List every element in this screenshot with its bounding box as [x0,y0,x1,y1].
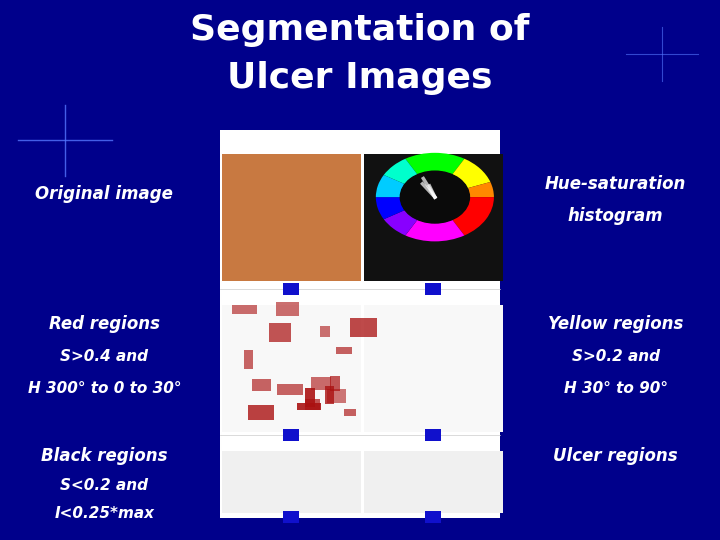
Bar [222,451,361,513]
Wedge shape [405,220,464,241]
Bar [425,429,441,441]
Wedge shape [452,159,490,188]
Text: Black regions: Black regions [41,447,168,465]
Bar [222,154,361,281]
Bar [350,318,377,336]
Bar [320,326,330,337]
Bar [336,347,352,354]
Text: I<0.25*max: I<0.25*max [55,505,154,521]
Bar [284,511,300,523]
Wedge shape [467,182,494,197]
Wedge shape [384,210,418,235]
Bar [312,376,330,390]
Wedge shape [384,159,418,184]
Bar [364,154,503,281]
Text: Original image: Original image [35,185,174,204]
Bar [425,511,441,523]
Text: Red regions: Red regions [49,315,160,333]
Text: H 300° to 0 to 30°: H 300° to 0 to 30° [27,381,181,396]
Bar [248,405,274,420]
Bar [364,305,503,432]
Bar [252,379,271,392]
Wedge shape [405,153,464,174]
Wedge shape [376,197,405,219]
Bar [284,429,300,441]
Bar [297,403,321,410]
Bar [269,323,291,342]
Bar [277,384,302,395]
Bar [343,409,356,416]
Wedge shape [452,197,494,235]
Bar [305,399,320,410]
Bar [244,350,253,369]
Bar [276,302,299,316]
Text: S>0.4 and: S>0.4 and [60,349,148,364]
Bar [222,305,361,432]
Bar [284,283,300,295]
Bar [330,375,341,391]
Text: Hue-saturation: Hue-saturation [545,174,686,193]
Bar [364,451,503,513]
Bar [232,305,257,314]
Wedge shape [376,175,405,197]
Text: Segmentation of: Segmentation of [190,13,530,46]
Text: S<0.2 and: S<0.2 and [60,478,148,494]
Bar [220,130,500,518]
Text: Yellow regions: Yellow regions [548,315,683,333]
Bar [425,283,441,295]
Bar [327,389,346,403]
Bar [305,388,315,407]
Text: H 30° to 90°: H 30° to 90° [564,381,667,396]
Text: S>0.2 and: S>0.2 and [572,349,660,364]
Text: Ulcer regions: Ulcer regions [553,447,678,465]
Text: histogram: histogram [568,207,663,225]
Bar [325,386,334,403]
Circle shape [400,171,469,223]
Text: Ulcer Images: Ulcer Images [228,62,492,95]
